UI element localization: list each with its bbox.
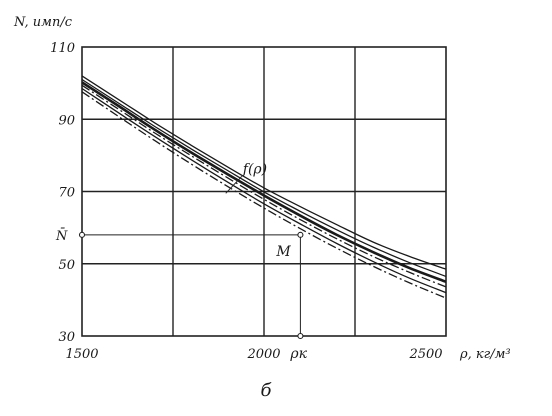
n-bar-label: N̄ bbox=[55, 227, 68, 243]
figure-letter: б bbox=[261, 380, 273, 401]
rho-k-marker bbox=[297, 332, 304, 340]
series-group bbox=[81, 75, 447, 299]
y-tick-label: 50 bbox=[58, 258, 75, 273]
rho-k-label: ρк bbox=[289, 346, 307, 362]
curve-label-leader bbox=[225, 175, 243, 194]
series-line bbox=[81, 84, 447, 288]
series-line bbox=[81, 81, 447, 284]
marker-group bbox=[78, 231, 304, 340]
series-line bbox=[81, 91, 447, 299]
series-line bbox=[81, 87, 447, 294]
label-group: f(ρ) M N̄ ρк 110 90 70 50 30 1500 2000 2500 N, имп/с… bbox=[13, 15, 511, 401]
x-tick-label: 2500 bbox=[408, 347, 442, 362]
y-tick-label: 70 bbox=[58, 186, 75, 201]
series-line bbox=[81, 75, 447, 270]
point-m-marker bbox=[297, 231, 304, 238]
y-tick-label: 90 bbox=[58, 113, 75, 128]
x-axis-title: ρ, кг/м³ bbox=[459, 347, 511, 362]
series-line bbox=[81, 78, 447, 278]
curve-label: f(ρ) bbox=[242, 161, 267, 177]
x-tick-label: 2000 bbox=[246, 347, 280, 362]
point-m-label: M bbox=[275, 244, 291, 260]
y-tick-label: 110 bbox=[50, 41, 75, 56]
y-axis-title: N, имп/с bbox=[13, 15, 73, 30]
n-bar-marker bbox=[78, 231, 86, 238]
y-tick-label: 30 bbox=[58, 330, 75, 345]
x-tick-label: 1500 bbox=[65, 347, 98, 362]
